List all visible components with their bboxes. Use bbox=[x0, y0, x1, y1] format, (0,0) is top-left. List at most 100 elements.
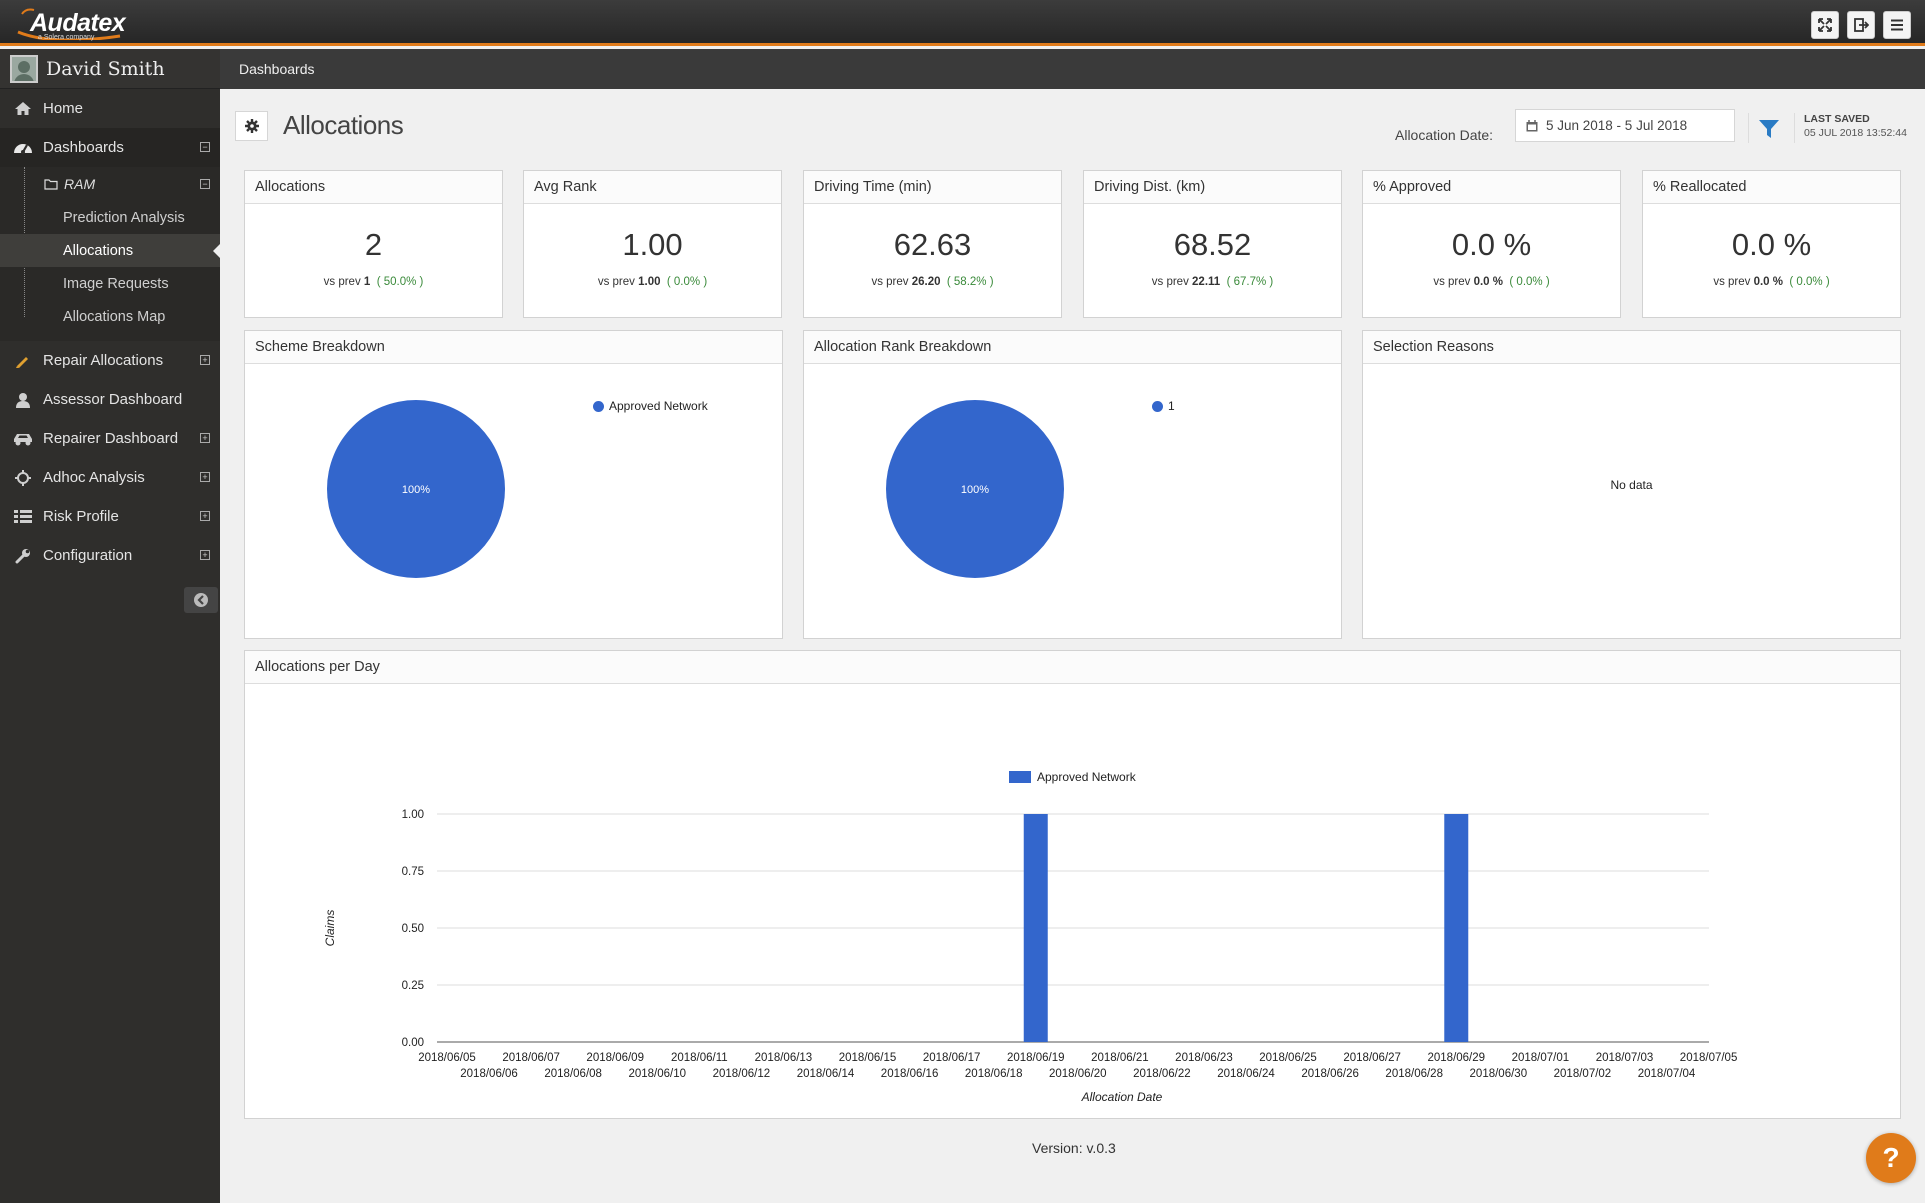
logout-button[interactable] bbox=[1847, 11, 1875, 39]
folder-icon bbox=[44, 178, 58, 190]
x-tick-label: 2018/06/10 bbox=[628, 1068, 686, 1080]
sidebar-item-label: Configuration bbox=[43, 547, 133, 564]
breadcrumb-bar: Dashboards bbox=[220, 49, 1925, 89]
sidebar-item-dashboards[interactable]: Dashboards − bbox=[0, 128, 220, 167]
dashboards-subtree: RAM − Prediction Analysis Allocations Im… bbox=[0, 167, 220, 341]
sub-item-label: Image Requests bbox=[63, 275, 169, 292]
no-data-message: No data bbox=[1610, 478, 1653, 492]
sidebar-item-ram[interactable]: RAM − bbox=[0, 167, 220, 201]
kpi-prev-value: 1 bbox=[363, 276, 371, 288]
x-tick-label: 2018/07/03 bbox=[1596, 1052, 1654, 1064]
kpi-card: Avg Rank 1.00 vs prev 1.00 ( 0.0% ) bbox=[523, 170, 782, 318]
sidebar-item-image-requests[interactable]: Image Requests bbox=[0, 267, 220, 300]
legend-label: Approved Network bbox=[609, 399, 708, 413]
x-tick-label: 2018/06/17 bbox=[923, 1052, 981, 1064]
sub-item-label: Allocations Map bbox=[63, 308, 166, 325]
brand-subtitle: a Solera company bbox=[38, 34, 95, 41]
audatex-logo[interactable]: Audatex a Solera company bbox=[12, 6, 126, 41]
legend-swatch bbox=[1009, 771, 1031, 783]
sidebar-item-label: Assessor Dashboard bbox=[43, 391, 183, 408]
x-tick-label: 2018/06/26 bbox=[1301, 1068, 1359, 1080]
bar[interactable] bbox=[1023, 814, 1048, 1042]
date-range-input[interactable]: 5 Jun 2018 - 5 Jul 2018 bbox=[1515, 109, 1735, 142]
legend-item[interactable]: Approved Network bbox=[593, 399, 708, 413]
sidebar-item-adhoc-analysis[interactable]: Adhoc Analysis + bbox=[0, 458, 220, 497]
settings-button[interactable] bbox=[235, 111, 268, 141]
x-tick-label: 2018/06/09 bbox=[586, 1052, 644, 1064]
pie-slice[interactable] bbox=[886, 400, 1064, 578]
x-tick-label: 2018/06/23 bbox=[1175, 1052, 1233, 1064]
sidebar-item-label: Dashboards bbox=[43, 139, 124, 156]
allocations-per-day-panel: Allocations per Day 0.00 0.25 0.50 0.75 1.00… bbox=[244, 650, 1901, 1119]
kpi-prev-value: 22.11 bbox=[1192, 276, 1221, 288]
collapse-sidebar-button[interactable] bbox=[184, 587, 218, 613]
menu-button[interactable] bbox=[1883, 11, 1911, 39]
sidebar-item-repairer-dashboard[interactable]: Repairer Dashboard + bbox=[0, 419, 220, 458]
kpi-title: % Reallocated bbox=[1643, 171, 1900, 204]
kpi-title: % Approved bbox=[1363, 171, 1620, 204]
expand-icon[interactable]: + bbox=[200, 472, 210, 482]
sidebar-item-allocations[interactable]: Allocations bbox=[0, 234, 220, 267]
fullscreen-button[interactable] bbox=[1811, 11, 1839, 39]
wrench-icon bbox=[12, 548, 34, 564]
list-icon bbox=[12, 509, 34, 524]
last-saved-label: LAST SAVED bbox=[1804, 113, 1870, 125]
kpi-prev-label: vs prev bbox=[323, 276, 361, 288]
x-tick-label: 2018/07/02 bbox=[1554, 1068, 1612, 1080]
x-tick-label: 2018/06/22 bbox=[1133, 1068, 1191, 1080]
kpi-prev-label: vs prev bbox=[1713, 276, 1751, 288]
expand-icon[interactable]: + bbox=[200, 355, 210, 365]
x-tick-label: 2018/06/28 bbox=[1385, 1068, 1443, 1080]
y-tick-label: 0.75 bbox=[402, 866, 424, 878]
x-tick-label: 2018/06/20 bbox=[1049, 1068, 1107, 1080]
expand-icon[interactable]: + bbox=[200, 433, 210, 443]
gear-icon bbox=[244, 119, 259, 133]
collapse-icon[interactable]: − bbox=[200, 179, 210, 189]
kpi-change: ( 50.0% ) bbox=[376, 276, 424, 288]
bar[interactable] bbox=[1444, 814, 1469, 1042]
x-tick-label: 2018/06/24 bbox=[1217, 1068, 1275, 1080]
user-profile[interactable]: David Smith bbox=[0, 49, 220, 89]
sidebar-item-assessor-dashboard[interactable]: Assessor Dashboard bbox=[0, 380, 220, 419]
date-range-value: 5 Jun 2018 - 5 Jul 2018 bbox=[1546, 118, 1688, 133]
kpi-card: % Reallocated 0.0 % vs prev 0.0 % ( 0.0% ) bbox=[1642, 170, 1901, 318]
help-button[interactable]: ? bbox=[1866, 1133, 1916, 1183]
x-tick-label: 2018/07/05 bbox=[1680, 1052, 1738, 1064]
legend-item[interactable]: 1 bbox=[1152, 399, 1175, 413]
kpi-value: 1.00 bbox=[622, 227, 683, 262]
logo-swoosh-icon bbox=[17, 8, 121, 40]
kpi-prev-value: 0.0 % bbox=[1753, 276, 1784, 288]
sidebar-item-risk-profile[interactable]: Risk Profile + bbox=[0, 497, 220, 536]
pie-slice[interactable] bbox=[327, 400, 505, 578]
calendar-icon bbox=[1526, 119, 1538, 131]
user-name: David Smith bbox=[46, 57, 165, 80]
x-tick-label: 2018/06/15 bbox=[839, 1052, 897, 1064]
sidebar-item-configuration[interactable]: Configuration + bbox=[0, 536, 220, 575]
expand-icon[interactable]: + bbox=[200, 511, 210, 521]
kpi-prev-label: vs prev bbox=[597, 276, 635, 288]
sidebar-item-prediction-analysis[interactable]: Prediction Analysis bbox=[0, 201, 220, 234]
kpi-prev-label: vs prev bbox=[1151, 276, 1189, 288]
kpi-value: 0.0 % bbox=[1731, 227, 1812, 262]
filter-button[interactable] bbox=[1758, 118, 1780, 145]
legend-label[interactable]: Approved Network bbox=[1037, 770, 1137, 784]
sidebar-item-allocations-map[interactable]: Allocations Map bbox=[0, 300, 220, 333]
expand-icon[interactable]: + bbox=[200, 550, 210, 560]
kpi-value: 0.0 % bbox=[1451, 227, 1532, 262]
breadcrumb[interactable]: Dashboards bbox=[239, 61, 315, 77]
kpi-change: ( 0.0% ) bbox=[1509, 276, 1550, 288]
allocation-date-label: Allocation Date: bbox=[1395, 127, 1494, 143]
kpi-prev-value: 0.0 % bbox=[1473, 276, 1504, 288]
kpi-title: Driving Dist. (km) bbox=[1084, 171, 1341, 204]
pie-slice-label: 100% bbox=[961, 484, 989, 496]
sidebar-item-home[interactable]: Home bbox=[0, 89, 220, 128]
collapse-icon[interactable]: − bbox=[200, 142, 210, 152]
panel-title: Allocation Rank Breakdown bbox=[804, 331, 1341, 364]
sidebar-item-repair-allocations[interactable]: Repair Allocations + bbox=[0, 341, 220, 380]
legend-dot-icon bbox=[1152, 401, 1163, 413]
divider bbox=[1794, 113, 1795, 143]
x-tick-label: 2018/06/25 bbox=[1259, 1052, 1317, 1064]
selection-reasons-panel: Selection Reasons No data bbox=[1362, 330, 1901, 639]
scheme-breakdown-panel: Scheme Breakdown 100% Approved Network bbox=[244, 330, 783, 639]
x-tick-label: 2018/07/01 bbox=[1512, 1052, 1570, 1064]
